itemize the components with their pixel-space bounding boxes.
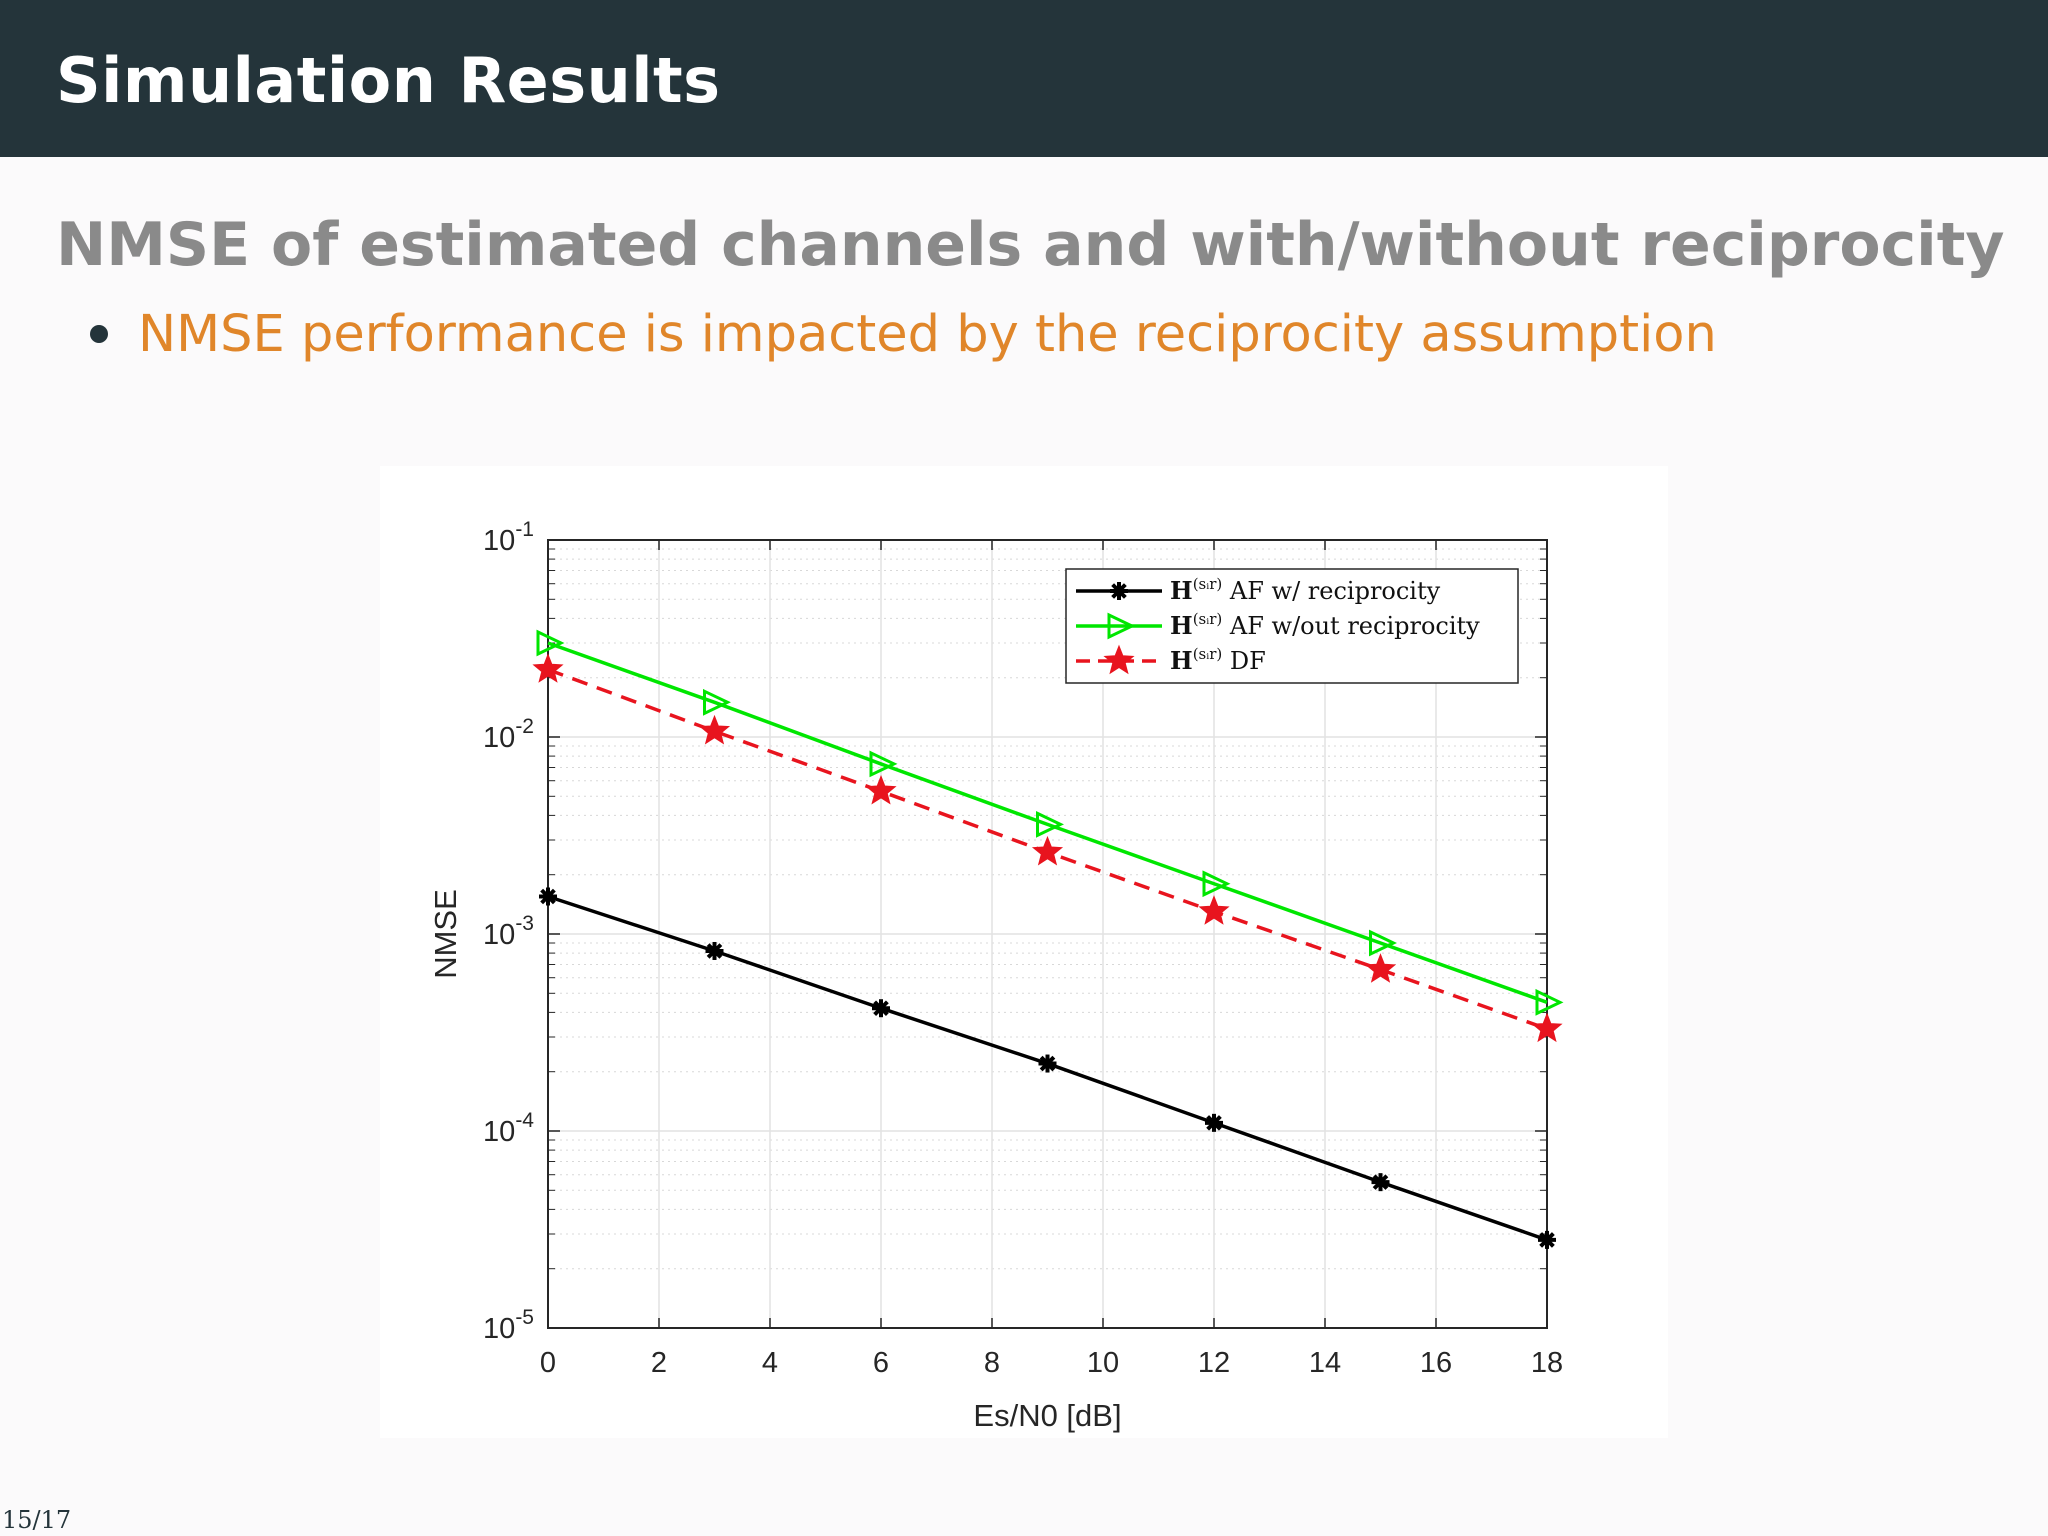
x-tick-label: 18 xyxy=(1531,1347,1563,1379)
x-tick-label: 2 xyxy=(651,1347,667,1379)
data-point xyxy=(532,653,564,683)
data-point xyxy=(1369,929,1397,957)
data-point xyxy=(1538,1230,1556,1249)
data-point xyxy=(536,629,565,657)
data-point xyxy=(539,887,557,906)
marker-stroke xyxy=(873,1000,889,1016)
legend-label: H(sᵢr) DF xyxy=(1170,645,1266,675)
bullet-item: NMSE performance is impacted by the reci… xyxy=(90,302,1717,366)
y-tick-label: 10-5 xyxy=(483,1306,534,1345)
marker-shape xyxy=(1202,870,1231,898)
data-point xyxy=(1107,612,1136,640)
y-tick-label: 10-2 xyxy=(483,715,534,754)
marker-stroke xyxy=(1039,1055,1056,1072)
marker-shape xyxy=(1107,612,1136,640)
x-tick-label: 8 xyxy=(984,1347,1000,1379)
legend-item: H(sᵢr) DF xyxy=(1076,644,1266,675)
y-tick-label: 10-4 xyxy=(483,1109,534,1148)
chart-legend: H(sᵢr) AF w/ reciprocity H(sᵢr) AF w/out … xyxy=(1065,568,1519,684)
x-tick-label: 16 xyxy=(1420,1347,1452,1379)
marker-shape xyxy=(865,774,897,805)
data-point xyxy=(1031,835,1064,866)
x-tick-label: 10 xyxy=(1087,1347,1119,1379)
x-tick-label: 6 xyxy=(873,1347,889,1379)
data-point xyxy=(865,774,897,805)
legend-item: H(sᵢr) AF w/ reciprocity xyxy=(1076,575,1441,605)
series-3 xyxy=(532,653,1563,1043)
data-point xyxy=(1036,811,1064,838)
marker-shape xyxy=(1036,811,1064,838)
x-tick-label: 4 xyxy=(762,1347,778,1379)
series-1 xyxy=(539,887,1556,1249)
data-point xyxy=(1103,644,1135,675)
slide-header: Simulation Results xyxy=(0,0,2048,157)
marker-stroke xyxy=(706,943,723,959)
bullet-text: NMSE performance is impacted by the reci… xyxy=(138,304,1717,364)
marker-shape xyxy=(532,653,564,683)
marker-stroke xyxy=(1539,1232,1555,1248)
y-tick-label: 10-1 xyxy=(483,518,534,557)
series-2 xyxy=(536,629,1564,1016)
data-point xyxy=(1110,582,1128,600)
marker-shape xyxy=(1198,895,1230,925)
legend-label: H(sᵢr) AF w/ reciprocity xyxy=(1170,575,1441,605)
data-point xyxy=(1198,895,1230,925)
data-point xyxy=(705,941,724,960)
slide-title: Simulation Results xyxy=(56,44,721,117)
data-point xyxy=(1202,870,1231,898)
marker-shape xyxy=(536,629,565,657)
y-tick-label: 10-3 xyxy=(483,912,534,951)
data-point xyxy=(1535,988,1564,1016)
marker-stroke xyxy=(1111,583,1127,599)
data-point xyxy=(698,714,731,745)
data-point xyxy=(1364,953,1397,983)
axes-box xyxy=(547,539,1548,1329)
bullet-dot-icon xyxy=(90,325,108,343)
data-point xyxy=(872,999,890,1018)
marker-shape xyxy=(1369,929,1397,957)
series-line xyxy=(547,641,1548,1004)
x-tick-label: 0 xyxy=(540,1347,556,1379)
page-number: 15/17 xyxy=(2,1506,72,1534)
data-point xyxy=(1205,1113,1223,1132)
chart-figure: 0 2 4 6 8 10 12 14 16 18 10-5 10-4 10-3 10-2 10-1 Es/N0… xyxy=(380,466,1668,1438)
nmse-chart: 0 2 4 6 8 10 12 14 16 18 10-5 10-4 10-3 10-2 10-1 Es/N0… xyxy=(428,518,1564,1433)
marker-shape xyxy=(1364,953,1397,983)
marker-shape xyxy=(1535,988,1564,1016)
data-point xyxy=(1371,1173,1390,1192)
legend-item: H(sᵢr) AF w/out reciprocity xyxy=(1076,610,1480,640)
y-axis-label: NMSE xyxy=(428,889,463,979)
x-axis-label: Es/N0 [dB] xyxy=(973,1398,1121,1433)
marker-shape xyxy=(1103,644,1135,675)
marker-shape xyxy=(869,750,898,778)
marker-shape xyxy=(1531,1012,1563,1043)
marker-stroke xyxy=(1372,1174,1389,1190)
x-tick-label: 14 xyxy=(1309,1347,1341,1379)
marker-shape xyxy=(698,714,731,745)
data-point xyxy=(703,688,731,716)
data-point xyxy=(1531,1012,1563,1043)
data-point xyxy=(869,750,898,778)
data-point xyxy=(1038,1054,1057,1073)
x-tick-label: 12 xyxy=(1198,1347,1230,1379)
marker-stroke xyxy=(540,888,556,905)
marker-shape xyxy=(703,688,731,716)
marker-shape xyxy=(1031,835,1064,866)
legend-label: H(sᵢr) AF w/out reciprocity xyxy=(1170,610,1480,640)
marker-stroke xyxy=(1206,1115,1222,1131)
slide-subtitle: NMSE of estimated channels and with/with… xyxy=(56,210,2005,280)
